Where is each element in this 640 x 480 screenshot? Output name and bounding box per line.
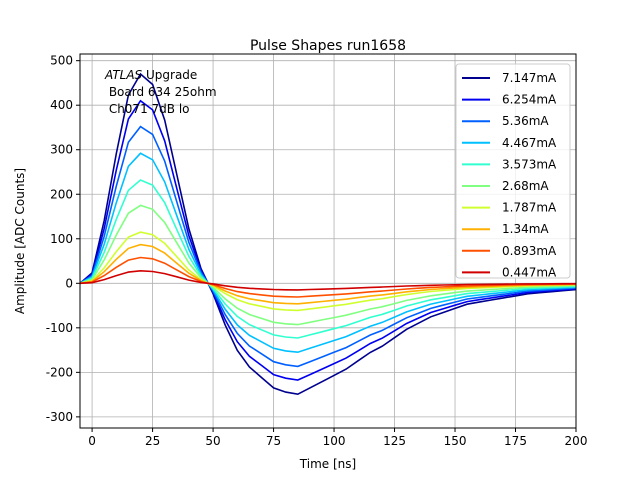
x-tick-label: 100	[323, 434, 346, 448]
legend-label: 1.34mA	[502, 222, 549, 236]
legend-label: 3.573mA	[502, 157, 557, 171]
plot-frame	[79, 53, 577, 429]
svg-text:ATLAS Upgrade: ATLAS Upgrade	[104, 68, 197, 82]
y-tick-label: 200	[50, 187, 73, 201]
y-tick-label: -300	[46, 410, 73, 424]
series-line-2.68mA	[79, 204, 577, 326]
series-line-0.447mA	[79, 269, 576, 291]
legend-label: 6.254mA	[502, 93, 557, 107]
series-line-6.254mA	[79, 99, 577, 381]
annotation-board: Board 634 25ohm	[105, 85, 217, 99]
x-tick-label: 25	[145, 434, 160, 448]
x-tick-label: 50	[205, 434, 220, 448]
y-tick-label: -200	[46, 365, 73, 379]
series-line-1.787mA	[79, 231, 577, 312]
x-tick-label: 125	[383, 434, 406, 448]
annotation-upgrade: Upgrade	[142, 68, 197, 82]
x-axis-label: Time [ns]	[299, 457, 356, 471]
legend-label: 1.787mA	[502, 201, 557, 215]
legend-label: 0.447mA	[502, 265, 557, 279]
x-tick-label: 75	[266, 434, 281, 448]
y-tick-label: 400	[50, 98, 73, 112]
series-line-5.36mA	[79, 125, 577, 368]
y-tick-label: 500	[50, 54, 73, 68]
series-line-1.34mA	[79, 243, 577, 305]
legend-label: 5.36mA	[502, 114, 549, 128]
x-tick-label: 0	[88, 434, 96, 448]
series-line-3.573mA	[79, 179, 577, 339]
chart-title: Pulse Shapes run1658	[250, 38, 406, 54]
legend-label: 7.147mA	[502, 71, 557, 85]
series-line-4.467mA	[79, 152, 577, 354]
annotation-atlas: ATLAS	[104, 68, 143, 82]
y-axis-label: Amplitude [ADC Counts]	[13, 168, 27, 314]
x-tick-label: 175	[504, 434, 527, 448]
y-tick-label: 300	[50, 143, 73, 157]
legend-label: 0.893mA	[502, 244, 557, 258]
x-tick-label: 150	[444, 434, 467, 448]
y-tick-label: 100	[50, 232, 73, 246]
legend-label: 4.467mA	[502, 136, 557, 150]
series-line-0.893mA	[79, 256, 577, 298]
annotation: ATLAS Upgrade Board 634 25ohm Ch071 7dB …	[104, 68, 217, 116]
annotation-channel: Ch071 7dB lo	[105, 102, 190, 116]
series-line-7.147mA	[79, 72, 577, 396]
x-tick-label: 200	[565, 434, 588, 448]
y-tick-label: -100	[46, 321, 73, 335]
legend-label: 2.68mA	[502, 179, 549, 193]
legend: 7.147mA 6.254mA 5.36mA 4.467mA 3.573mA 2.68mA…	[455, 63, 571, 279]
y-tick-label: 0	[65, 276, 73, 290]
